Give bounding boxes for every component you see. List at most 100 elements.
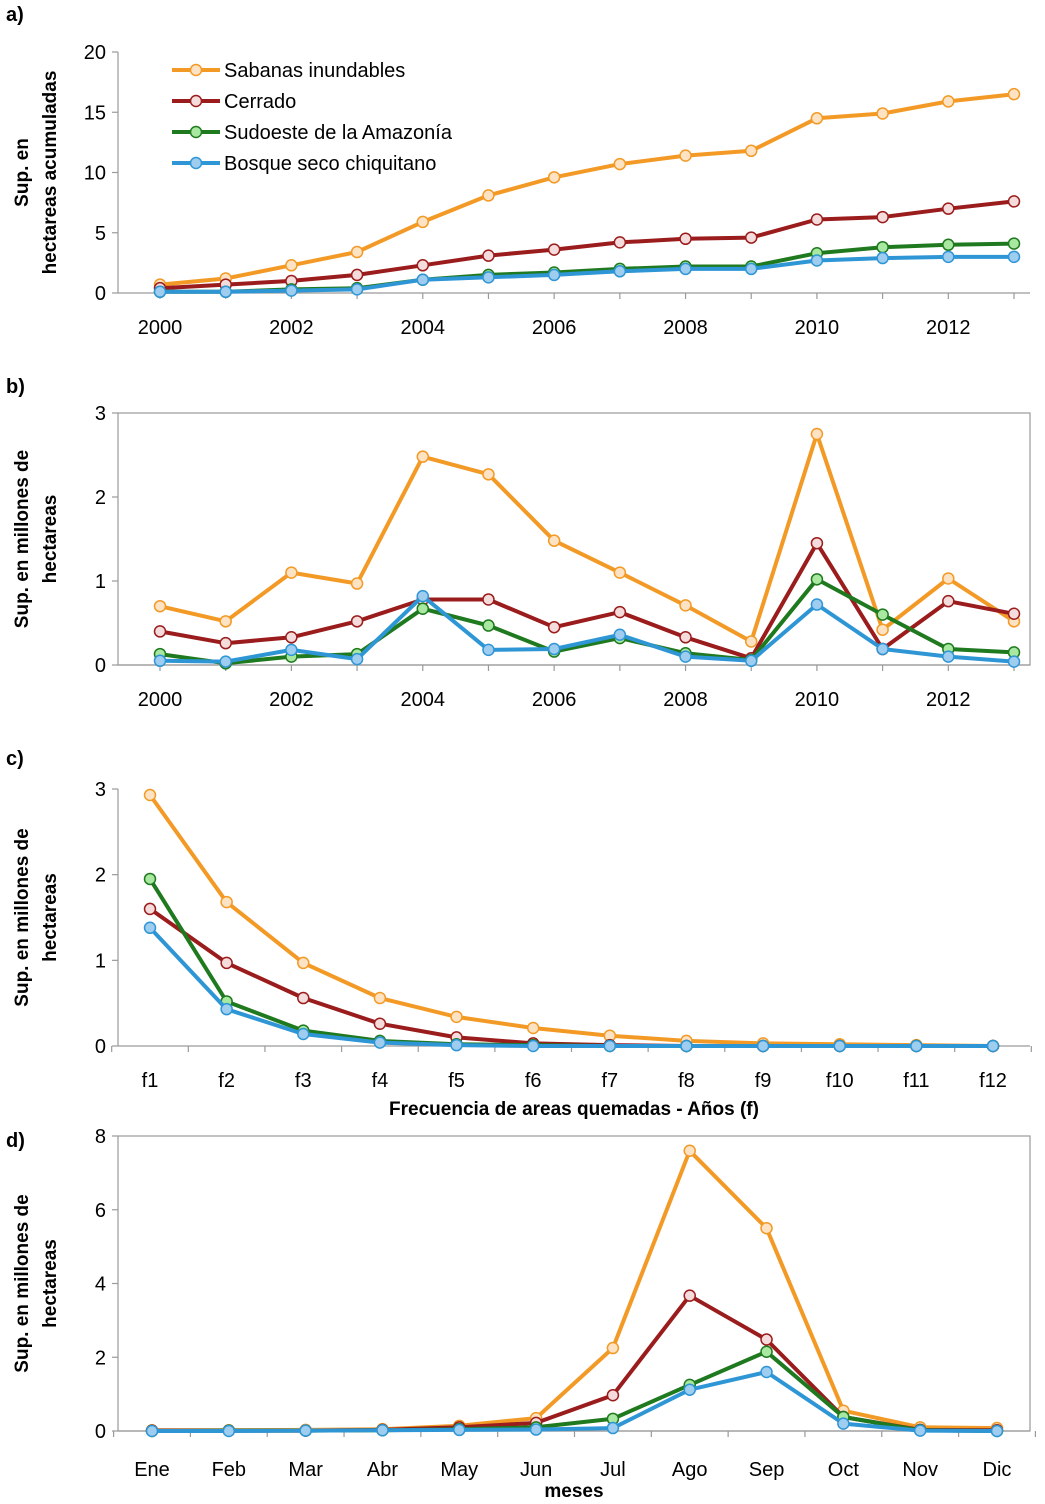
data-point-cerrado: [876, 210, 889, 224]
data-point-bosque-seco-chiquitano: [547, 268, 561, 282]
data-point-sabanas-inundables: [373, 991, 387, 1005]
x-tick-label: 2008: [663, 689, 708, 711]
data-point-bosque-seco-chiquitano: [547, 642, 561, 656]
x-tick-label: f1: [142, 1070, 159, 1092]
data-point-bosque-seco-chiquitano: [220, 1002, 233, 1016]
panel-label: b): [6, 376, 25, 398]
data-point-sabanas-inundables: [744, 635, 758, 648]
data-point-sabanas-inundables: [547, 171, 561, 184]
data-point-sudoeste-de-la-amazon-a: [1007, 237, 1021, 250]
chart-panel-d: d) 0 2 4 6 8 Ene Feb Mar Abr May Jun Jul Ago Sep Oct No…: [0, 1126, 1045, 1504]
chart-d: 0 2 4 6 8 Ene Feb Mar Abr May Jun Jul Ago Sep Oct Nov Di…: [12, 1126, 1037, 1502]
data-point-sudoeste-de-la-amazon-a: [143, 872, 157, 886]
series-line-sabanas-inundables: [148, 793, 994, 1048]
data-point-bosque-seco-chiquitano: [679, 262, 692, 276]
plot-frame: [117, 412, 1031, 666]
data-point-cerrado: [373, 1017, 387, 1030]
data-point-cerrado: [744, 231, 758, 244]
series-line-sabanas-inundables: [159, 432, 1016, 644]
x-tick-label: 2010: [795, 317, 840, 339]
data-point-sabanas-inundables: [942, 572, 955, 585]
data-point-bosque-seco-chiquitano: [416, 273, 430, 286]
legend-marker: [189, 94, 203, 108]
data-point-bosque-seco-chiquitano: [680, 1039, 693, 1053]
x-tick-label: f11: [903, 1070, 929, 1092]
data-point-sabanas-inundables: [285, 259, 298, 272]
data-point-bosque-seco-chiquitano: [756, 1039, 770, 1053]
data-point-bosque-seco-chiquitano: [143, 921, 157, 935]
data-point-sabanas-inundables: [350, 577, 364, 590]
data-point-sabanas-inundables: [1007, 87, 1021, 101]
data-point-bosque-seco-chiquitano: [837, 1417, 850, 1430]
series-line-cerrado: [152, 1293, 998, 1433]
x-tick-label: 2010: [795, 689, 840, 711]
data-point-bosque-seco-chiquitano: [810, 598, 824, 611]
y-tick-label: 1: [95, 571, 106, 593]
data-point-bosque-seco-chiquitano: [285, 643, 298, 657]
data-point-bosque-seco-chiquitano: [603, 1039, 617, 1053]
legend-marker: [189, 125, 203, 139]
legend-marker: [189, 63, 203, 77]
x-tick-label: 2002: [269, 317, 314, 339]
data-point-sabanas-inundables: [942, 95, 955, 108]
data-point-cerrado: [679, 232, 692, 246]
data-point-sabanas-inundables: [876, 623, 889, 636]
y-axis-title-line: Sup. en millones de: [12, 450, 33, 628]
data-point-bosque-seco-chiquitano: [1007, 655, 1021, 668]
y-axis-title: Sup. en millones de hectareas: [12, 1194, 61, 1372]
chart-c: 0 1 2 3 f1 f2 f3 f4 f5 f6 f7 f8 f9 f10 f11 f12 Sup. en m…: [12, 779, 1032, 1120]
series-line-sudoeste-de-la-amazon-a: [151, 1349, 998, 1433]
x-tick-label: 2004: [401, 689, 446, 711]
data-point-sabanas-inundables: [810, 427, 824, 441]
x-tick-label: 2012: [926, 689, 971, 711]
data-point-bosque-seco-chiquitano: [679, 650, 692, 663]
series-line-sabanas-inundables: [152, 1148, 998, 1433]
x-axis-title: meses: [544, 1481, 603, 1502]
x-tick-label: Oct: [828, 1459, 860, 1481]
plot-frame: [117, 1135, 1031, 1432]
legend-label: Bosque seco chiquitano: [224, 153, 436, 175]
data-point-sabanas-inundables: [683, 1144, 696, 1157]
data-point-bosque-seco-chiquitano: [350, 283, 364, 296]
y-axis-title-line: hectareas: [40, 495, 61, 584]
data-point-cerrado: [679, 631, 692, 644]
data-point-bosque-seco-chiquitano: [986, 1039, 1000, 1053]
y-tick-label: 2: [95, 1347, 106, 1369]
data-point-sabanas-inundables: [760, 1221, 773, 1235]
data-point-cerrado: [683, 1289, 696, 1302]
series-line-cerrado: [159, 541, 1015, 661]
data-point-bosque-seco-chiquitano: [913, 1424, 927, 1437]
y-tick-label: 10: [84, 163, 106, 185]
series-line-bosque-seco-chiquitano: [159, 594, 1015, 664]
x-tick-label: f12: [979, 1070, 1007, 1092]
panel-label: a): [6, 4, 24, 26]
panel-label: d): [6, 1130, 25, 1152]
y-tick-label: 2: [95, 865, 106, 887]
data-point-cerrado: [297, 991, 310, 1005]
x-tick-label: Ago: [672, 1459, 708, 1481]
data-point-cerrado: [942, 594, 955, 608]
data-point-bosque-seco-chiquitano: [942, 250, 955, 264]
x-tick-label: 2000: [138, 317, 183, 339]
data-point-bosque-seco-chiquitano: [297, 1027, 310, 1041]
data-point-sudoeste-de-la-amazon-a: [416, 602, 430, 615]
x-tick-label: Dic: [983, 1459, 1012, 1481]
data-point-bosque-seco-chiquitano: [153, 654, 167, 668]
x-tick-label: Jun: [520, 1459, 552, 1481]
data-point-cerrado: [285, 631, 298, 644]
x-tick-label: Mar: [288, 1459, 323, 1481]
x-tick-label: 2006: [532, 689, 577, 711]
series-line-sabanas-inundables: [159, 92, 1015, 287]
data-point-sabanas-inundables: [744, 144, 758, 158]
data-point-bosque-seco-chiquitano: [299, 1424, 312, 1437]
y-tick-label: 0: [95, 1036, 106, 1058]
data-point-cerrado: [942, 202, 955, 215]
data-point-bosque-seco-chiquitano: [450, 1038, 463, 1052]
x-tick-label: f6: [525, 1070, 542, 1092]
chart-panel-a: a) 0 5 10 15 20 2000 2002 2004 2006 2008 2010 2012 S…: [0, 0, 1045, 372]
data-point-sabanas-inundables: [285, 566, 298, 579]
y-axis-title-line: hectareas: [40, 1239, 61, 1328]
data-point-bosque-seco-chiquitano: [810, 254, 824, 267]
series-line-sudoeste-de-la-amazon-a: [159, 577, 1015, 666]
legend-label: Sudoeste de la Amazonía: [224, 122, 453, 144]
